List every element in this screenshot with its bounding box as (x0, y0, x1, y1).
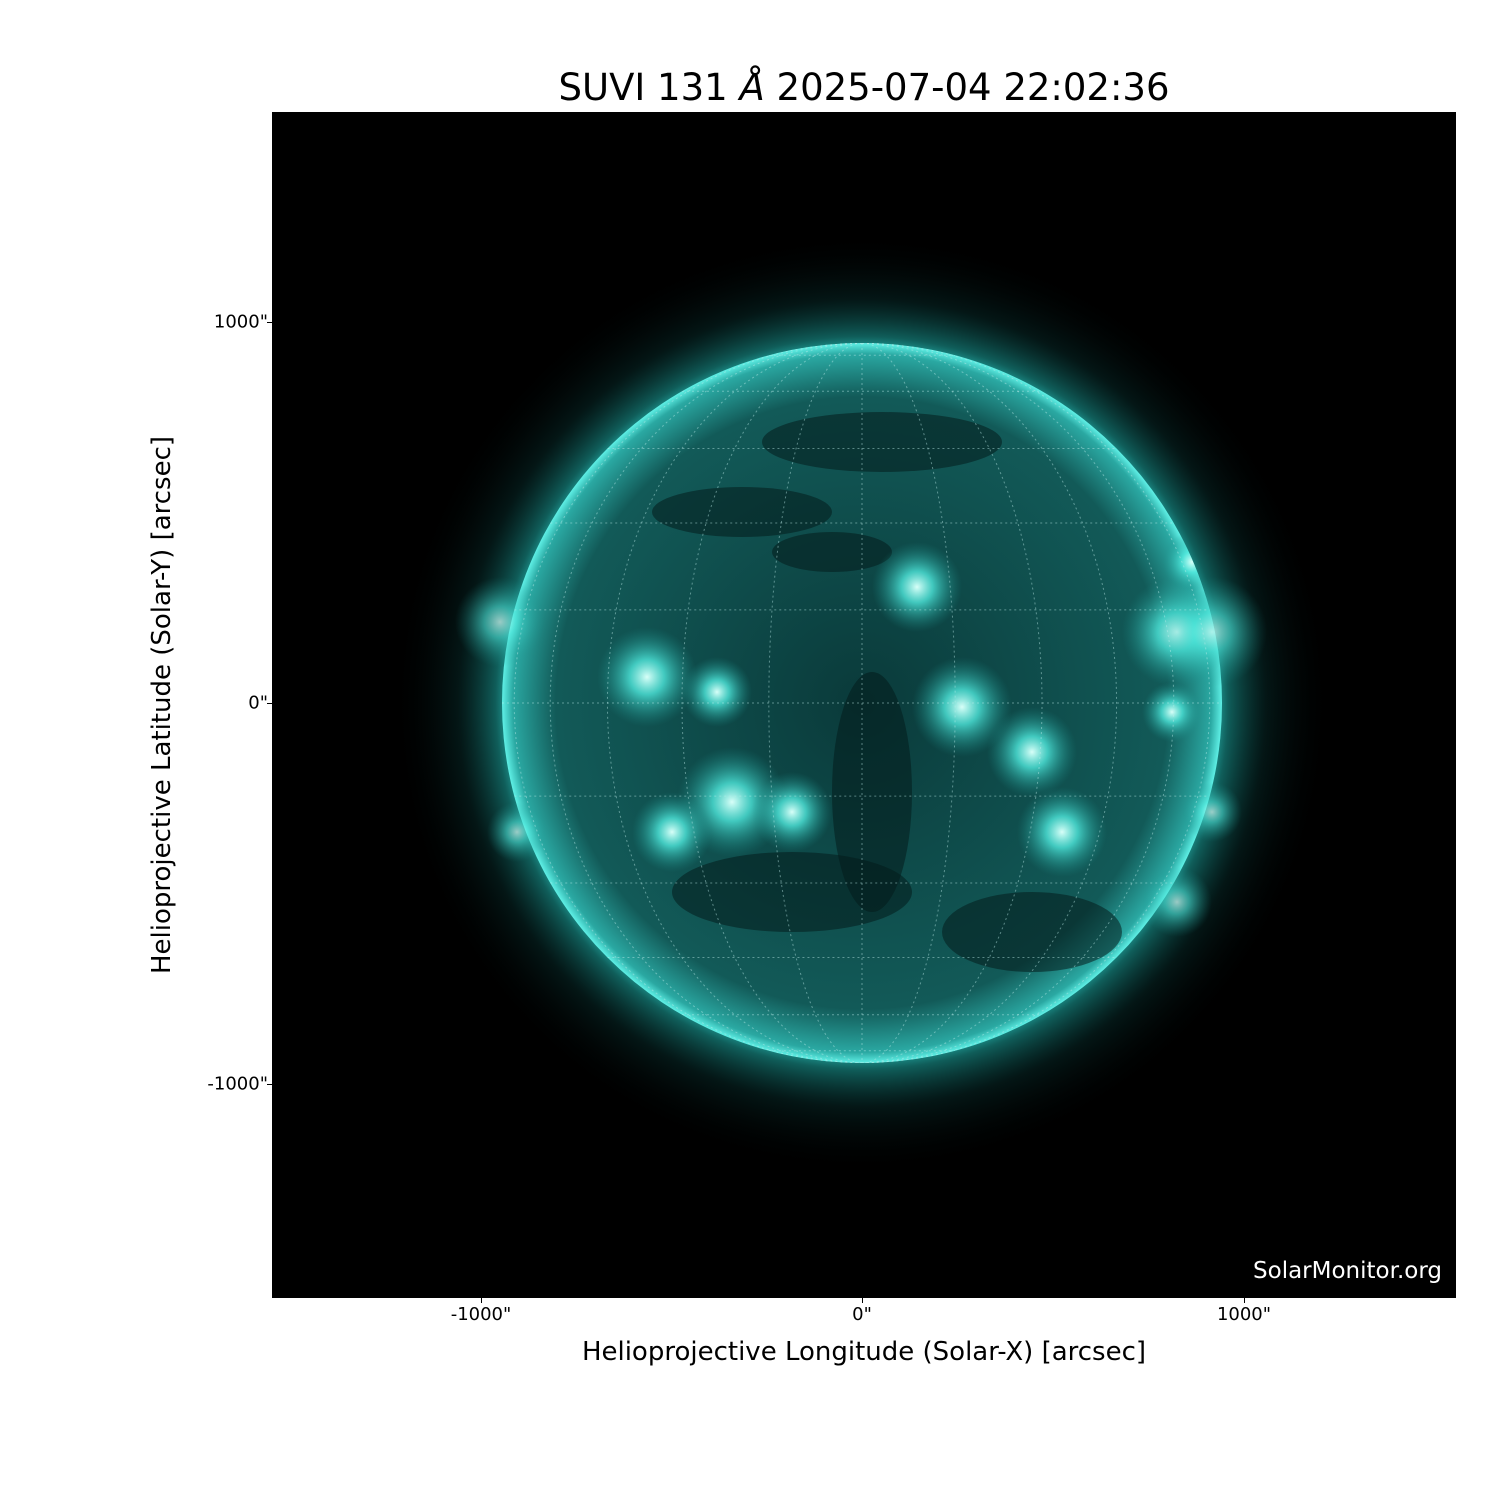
x-tick-label: -1000" (450, 1304, 512, 1325)
active-region (632, 792, 712, 872)
sun-disk (392, 233, 1332, 1173)
y-tick (267, 322, 272, 323)
active-region (1017, 787, 1107, 877)
active-region (682, 657, 752, 727)
y-tick-label: 1000" (213, 311, 268, 333)
longitude-grid-line (861, 343, 1211, 1063)
y-axis-label: Helioprojective Latitude (Solar-Y) [arcs… (147, 435, 177, 975)
active-region (1142, 682, 1202, 742)
longitude-grid-line (549, 343, 863, 1063)
y-tick (267, 1084, 272, 1085)
plot-title: SUVI 131 Å 2025-07-04 22:02:36 (558, 66, 1170, 109)
active-region (597, 627, 697, 727)
y-tick (267, 703, 272, 704)
limb-loop (487, 802, 547, 862)
longitude-grid-line (681, 343, 863, 1063)
coronal-hole (762, 412, 1002, 472)
solar-image (272, 112, 1456, 1298)
limb-loop (1182, 782, 1242, 842)
x-tick-label: 0" (852, 1304, 872, 1325)
coronal-hole (652, 487, 832, 537)
active-region (872, 542, 962, 632)
x-tick (1244, 1298, 1245, 1303)
coronal-hole (942, 892, 1122, 972)
active-region (987, 707, 1077, 797)
longitude-grid-line (513, 343, 863, 1063)
limb-loop (1157, 577, 1267, 687)
x-tick (862, 1298, 863, 1303)
watermark: SolarMonitor.org (1253, 1258, 1442, 1284)
longitude-grid-line (861, 343, 1175, 1063)
active-region (912, 657, 1012, 757)
y-tick-label: -1000" (207, 1073, 268, 1095)
coronal-hole (832, 672, 912, 912)
limb-loop (455, 577, 545, 667)
longitude-grid-line (861, 343, 1118, 1063)
x-tick-label: 1000" (1216, 1304, 1272, 1325)
y-tick-label: 0" (248, 692, 268, 714)
x-tick (481, 1298, 482, 1303)
x-axis-label: Helioprojective Longitude (Solar-X) [arc… (581, 1337, 1147, 1367)
active-region (752, 772, 832, 852)
longitude-grid-line (861, 343, 1043, 1063)
longitude-grid-line (606, 343, 863, 1063)
coronal-hole (772, 532, 892, 572)
limb-loop (1142, 867, 1212, 937)
